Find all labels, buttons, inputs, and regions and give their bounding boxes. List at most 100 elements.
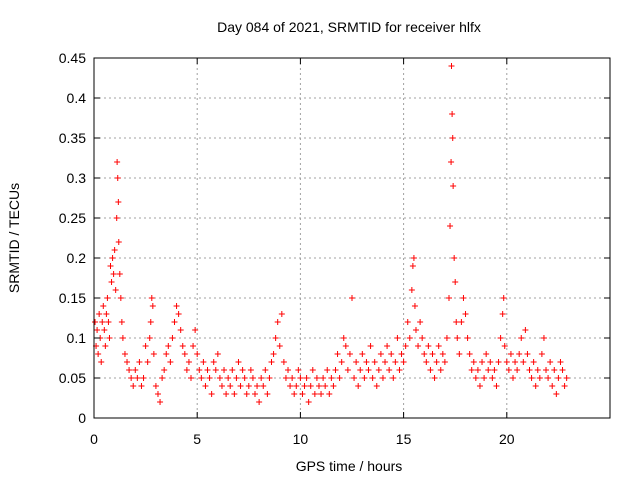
data-point — [559, 367, 566, 373]
data-point — [353, 359, 360, 365]
data-point — [371, 359, 378, 365]
x-tick-label: 5 — [193, 431, 201, 447]
data-point — [235, 359, 242, 365]
data-points — [92, 63, 570, 405]
data-point — [563, 375, 570, 381]
data-point — [278, 311, 285, 317]
data-point — [105, 319, 112, 325]
data-point — [154, 391, 161, 397]
data-point — [239, 367, 246, 373]
data-point — [102, 343, 109, 349]
data-point — [291, 391, 298, 397]
data-point — [132, 367, 139, 373]
data-point — [311, 391, 318, 397]
data-point — [451, 255, 458, 261]
data-point — [439, 351, 446, 357]
data-point — [134, 375, 141, 381]
data-point — [528, 375, 535, 381]
data-point — [377, 351, 384, 357]
data-point — [499, 311, 506, 317]
data-point — [402, 343, 409, 349]
data-point — [147, 319, 154, 325]
data-point — [394, 335, 401, 341]
data-point — [344, 367, 351, 373]
data-point — [95, 351, 102, 357]
data-point — [276, 343, 283, 349]
data-point — [163, 351, 170, 357]
data-point — [181, 351, 188, 357]
data-point — [126, 367, 133, 373]
data-point — [249, 375, 256, 381]
data-point — [208, 391, 215, 397]
data-point — [359, 351, 366, 357]
y-tick-label: 0.15 — [59, 290, 86, 306]
data-point — [361, 375, 368, 381]
data-point — [149, 303, 156, 309]
data-point — [159, 375, 166, 381]
data-point — [408, 287, 415, 293]
data-point — [196, 367, 203, 373]
data-point — [256, 399, 263, 405]
data-point — [192, 327, 199, 333]
data-point — [553, 391, 560, 397]
data-point — [99, 319, 106, 325]
data-point — [262, 367, 269, 373]
data-point — [254, 383, 261, 389]
data-point — [148, 295, 155, 301]
x-tick-label: 0 — [90, 431, 98, 447]
data-point — [202, 383, 209, 389]
data-point — [500, 295, 507, 301]
y-axis-label: SRMTID / TECUs — [6, 183, 22, 293]
data-point — [274, 319, 281, 325]
data-point — [106, 335, 113, 341]
data-point — [388, 351, 395, 357]
data-point — [549, 383, 556, 389]
data-point — [272, 335, 279, 341]
data-point — [479, 359, 486, 365]
data-point — [421, 351, 428, 357]
data-point — [330, 383, 337, 389]
data-point — [175, 311, 182, 317]
plot-frame — [93, 57, 611, 419]
data-point — [204, 367, 211, 373]
data-point — [301, 383, 308, 389]
data-point — [328, 375, 335, 381]
data-point — [315, 383, 322, 389]
x-tick-label: 10 — [293, 431, 309, 447]
data-point — [431, 375, 438, 381]
axis-ticks — [93, 57, 610, 419]
data-point — [456, 351, 463, 357]
data-point — [458, 319, 465, 325]
data-point — [251, 391, 258, 397]
data-point — [100, 303, 107, 309]
data-point — [223, 391, 230, 397]
data-point — [501, 343, 508, 349]
data-point — [113, 215, 120, 221]
data-point — [130, 383, 137, 389]
data-point — [419, 335, 426, 341]
data-point — [185, 359, 192, 365]
data-point — [243, 391, 250, 397]
data-point — [227, 383, 234, 389]
data-point — [470, 359, 477, 365]
data-point — [382, 359, 389, 365]
data-point — [355, 383, 362, 389]
data-point — [338, 359, 345, 365]
data-point — [516, 351, 523, 357]
data-point — [107, 263, 114, 269]
data-point — [561, 383, 568, 389]
data-point — [520, 359, 527, 365]
data-point — [198, 375, 205, 381]
data-point — [233, 375, 240, 381]
data-point — [136, 359, 143, 365]
data-point — [111, 247, 118, 253]
data-point — [179, 343, 186, 349]
data-point — [324, 367, 331, 373]
data-point — [543, 367, 550, 373]
data-point — [474, 367, 481, 373]
data-point — [449, 135, 456, 141]
data-point — [138, 383, 145, 389]
data-point — [468, 367, 475, 373]
data-point — [526, 367, 533, 373]
data-point — [448, 63, 455, 69]
